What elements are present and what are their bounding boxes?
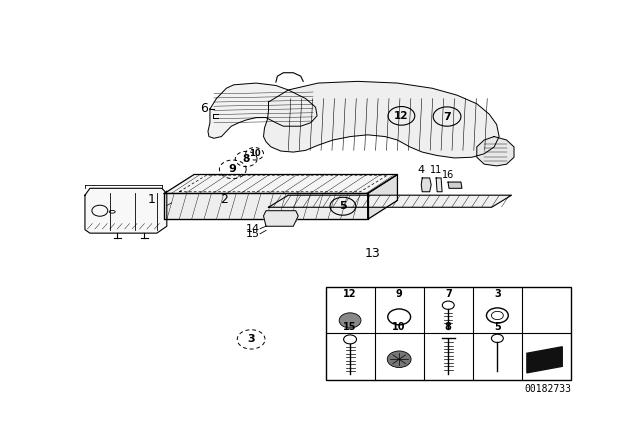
Polygon shape (477, 137, 514, 166)
Text: 12: 12 (343, 289, 357, 299)
Text: 10: 10 (249, 149, 260, 158)
Polygon shape (421, 178, 431, 192)
Text: 10: 10 (392, 322, 406, 332)
Text: 15: 15 (343, 322, 357, 332)
Circle shape (339, 313, 361, 328)
Bar (326, 287, 571, 380)
Text: 3: 3 (247, 334, 255, 345)
Text: 00182733: 00182733 (524, 383, 571, 393)
Text: 14: 14 (246, 224, 260, 234)
Text: 9: 9 (229, 164, 237, 174)
Circle shape (387, 351, 411, 367)
Text: 2: 2 (220, 193, 228, 206)
Text: 6: 6 (200, 103, 208, 116)
Text: 12: 12 (394, 111, 409, 121)
Polygon shape (264, 82, 499, 158)
Text: 7: 7 (445, 289, 452, 299)
Text: 16: 16 (442, 170, 454, 180)
Polygon shape (367, 174, 397, 220)
Text: 8: 8 (445, 322, 452, 332)
Text: 15: 15 (246, 229, 260, 239)
Polygon shape (264, 211, 298, 226)
Polygon shape (527, 347, 563, 373)
Polygon shape (164, 174, 397, 194)
Text: 4: 4 (418, 165, 425, 175)
Polygon shape (448, 182, 462, 188)
Text: 11: 11 (430, 165, 442, 175)
Text: 1: 1 (148, 193, 156, 206)
Polygon shape (164, 194, 367, 220)
Text: 8: 8 (243, 154, 250, 164)
Text: 9: 9 (396, 289, 403, 299)
Text: 7: 7 (443, 112, 451, 121)
Text: 3: 3 (494, 289, 500, 299)
Polygon shape (85, 188, 167, 233)
Text: 5: 5 (494, 322, 500, 332)
Polygon shape (436, 178, 442, 192)
Polygon shape (269, 195, 511, 207)
Text: 13: 13 (365, 247, 381, 260)
Text: 5: 5 (339, 201, 347, 211)
Polygon shape (208, 83, 317, 138)
